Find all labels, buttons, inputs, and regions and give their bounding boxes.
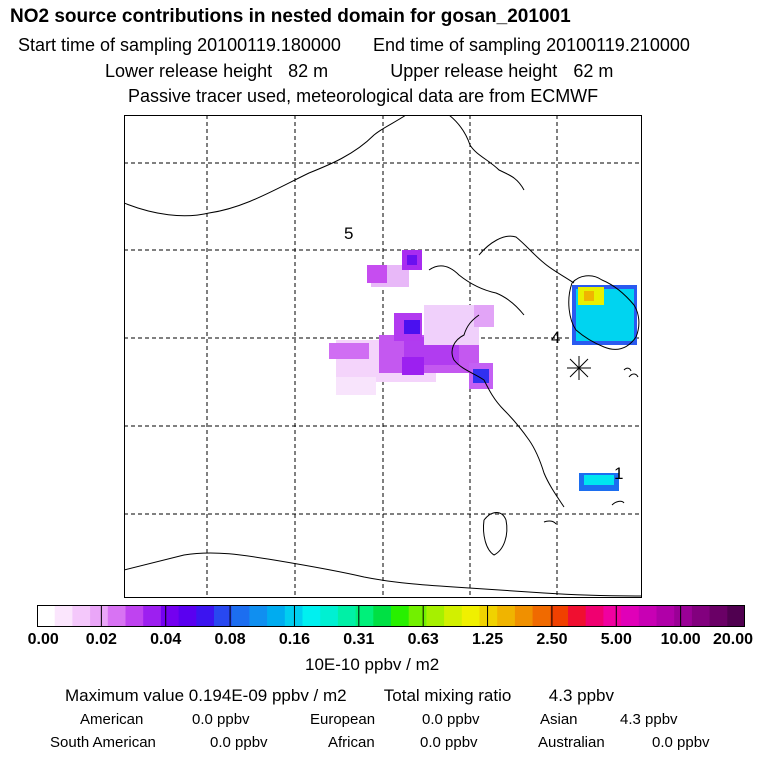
contribution-map: 5 4 1 [124, 115, 642, 598]
colorbar-cell [284, 605, 303, 627]
plume-field [329, 250, 637, 491]
sampling-time-line: Start time of sampling 20100119.180000 E… [18, 35, 690, 56]
african-value: 0.0 ppbv [420, 734, 478, 751]
colorbar-tick-label: 5.00 [600, 631, 632, 648]
colorbar-cell [638, 605, 657, 627]
australian-value: 0.0 ppbv [652, 734, 710, 751]
south-american-label: South American [50, 734, 156, 751]
american-value: 0.0 ppbv [192, 711, 250, 728]
receptor-marker [567, 356, 591, 380]
colorbar-cell [497, 605, 516, 627]
colorbar-cell [479, 605, 498, 627]
end-time-label: End time of sampling [372, 35, 542, 55]
region-label-4: 4 [551, 328, 560, 347]
maximum-line: Maximum value 0.194E-09 ppbv / m2 Total … [65, 686, 614, 706]
asian-label: Asian [540, 711, 578, 728]
colorbar-cell [691, 605, 711, 627]
colorbar-tick-label: 0.02 [85, 631, 117, 648]
colorbar-tick-label: 0.00 [27, 631, 59, 648]
colorbar-cell [178, 605, 197, 627]
colorbar-cell [72, 605, 91, 627]
colorbar-cell [603, 605, 622, 627]
maximum-label: Maximum value [65, 686, 185, 705]
colorbar-cell [302, 605, 321, 627]
colorbar-tick-label: 0.63 [407, 631, 439, 648]
colorbar-tick-label: 0.08 [214, 631, 246, 648]
maximum-value: 0.194E-09 ppbv / m2 [188, 686, 347, 705]
lower-height-label: Lower release height [105, 61, 273, 81]
tracer-note: Passive tracer used, meteorological data… [128, 86, 599, 106]
colorbar [37, 605, 745, 627]
upper-height-label: Upper release height [390, 61, 558, 81]
region-label-1: 1 [614, 464, 623, 483]
colorbar-cell [90, 605, 109, 627]
lower-height-value: 82 m [288, 61, 329, 81]
plot-title: NO2 source contributions in nested domai… [10, 6, 571, 27]
colorbar-cell [355, 605, 374, 627]
start-time-label: Start time of sampling [18, 35, 193, 55]
colorbar-cell [391, 605, 410, 627]
colorbar-tick-label: 20.00 [712, 631, 754, 648]
region-label-5: 5 [344, 224, 353, 243]
australian-label: Australian [538, 734, 605, 751]
south-american-value: 0.0 ppbv [210, 734, 268, 751]
colorbar-cell [125, 605, 144, 627]
coastlines [124, 115, 642, 597]
african-label: African [328, 734, 375, 751]
colorbar-cell [532, 605, 551, 627]
upper-height-value: 62 m [573, 61, 614, 81]
colorbar-cell [196, 605, 215, 627]
colorbar-tick-label: 2.50 [536, 631, 568, 648]
asian-value: 4.3 ppbv [620, 711, 678, 728]
start-time-value: 20100119.180000 [197, 35, 341, 55]
colorbar-cell [107, 605, 126, 627]
colorbar-cell [674, 605, 693, 627]
colorbar-units: 10E-10 ppbv / m2 [305, 655, 440, 674]
release-height-line: Lower release height 82 m Upper release … [105, 61, 613, 82]
colorbar-cell [550, 605, 569, 627]
colorbar-cell [461, 605, 480, 627]
colorbar-cell [249, 605, 268, 627]
colorbar-cell [444, 605, 463, 627]
colorbar-cell [373, 605, 392, 627]
european-label: European [310, 711, 376, 728]
american-label: American [80, 711, 144, 728]
colorbar-cell [337, 605, 357, 627]
colorbar-cell [568, 605, 587, 627]
total-value: 4.3 ppbv [548, 686, 615, 705]
colorbar-cell [408, 605, 427, 627]
end-time-value: 20100119.210000 [546, 35, 690, 55]
colorbar-cell [621, 605, 640, 627]
colorbar-cell [231, 605, 250, 627]
colorbar-cell [656, 605, 675, 627]
colorbar-cell [709, 605, 728, 627]
colorbar-tick-label: 1.25 [471, 631, 504, 648]
colorbar-cell [160, 605, 180, 627]
colorbar-tick-label: 10.00 [660, 631, 701, 648]
colorbar-cell [214, 605, 233, 627]
colorbar-cell [514, 605, 534, 627]
colorbar-tick-label: 0.31 [343, 631, 375, 648]
colorbar-cell [54, 605, 73, 627]
colorbar-cell [727, 605, 745, 627]
colorbar-cell [585, 605, 604, 627]
total-label: Total mixing ratio [383, 686, 512, 705]
colorbar-cell [143, 605, 162, 627]
european-value: 0.0 ppbv [422, 711, 480, 728]
colorbar-tick-label: 0.04 [150, 631, 182, 648]
colorbar-cell [426, 605, 445, 627]
colorbar-tick-label: 0.16 [278, 631, 311, 648]
colorbar-cell [267, 605, 286, 627]
colorbar-cell [320, 605, 339, 627]
colorbar-cell [37, 605, 56, 627]
